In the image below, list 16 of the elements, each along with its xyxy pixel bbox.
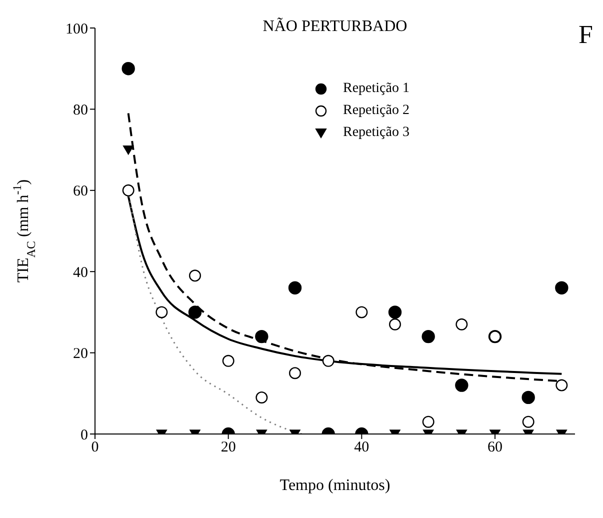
chart-title: NÃO PERTURBADO (262, 18, 408, 36)
y-tick-label: 20 (73, 346, 88, 362)
x-axis-title: Tempo (minutos) (280, 477, 390, 494)
y-tick-label: 40 (73, 264, 88, 281)
x-tick-label: 20 (220, 440, 236, 456)
legend-label: Repetição 3 (343, 125, 410, 141)
y-tick-label: 100 (66, 21, 88, 38)
y-tick-label: 60 (73, 184, 88, 200)
y-tick-label: 0 (80, 427, 88, 444)
x-tick-label: 60 (488, 440, 502, 456)
legend-label: Repetição 1 (343, 81, 410, 97)
legend-label: Repetição 2 (343, 103, 410, 119)
text: F (578, 20, 593, 50)
y-tick-label: 80 (73, 102, 88, 119)
x-tick-label: 0 (91, 440, 99, 456)
x-tick-label: 40 (354, 440, 370, 456)
